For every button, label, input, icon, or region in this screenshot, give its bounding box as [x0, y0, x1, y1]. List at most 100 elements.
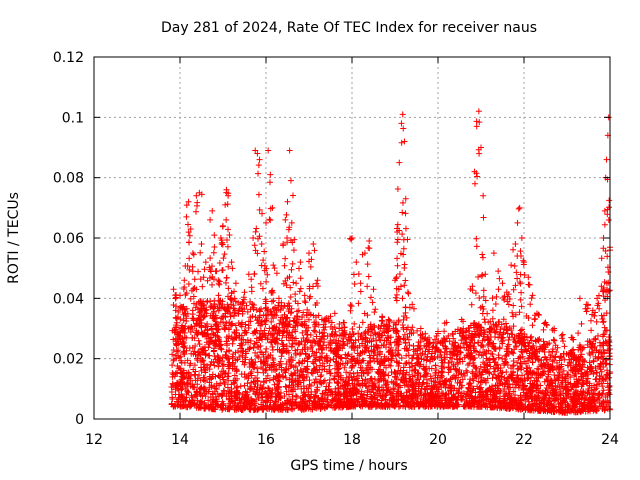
data-point	[224, 243, 231, 250]
data-point	[283, 374, 290, 381]
data-point	[202, 259, 209, 266]
data-point	[199, 283, 206, 290]
data-point	[293, 280, 300, 287]
data-point	[395, 352, 402, 359]
data-point	[594, 332, 601, 339]
data-point	[190, 366, 197, 373]
data-point	[508, 262, 515, 269]
data-point	[215, 363, 222, 370]
data-point	[287, 363, 294, 370]
data-point	[277, 389, 284, 396]
data-point	[476, 349, 483, 356]
data-point	[341, 364, 348, 371]
data-point	[257, 349, 264, 356]
data-point	[222, 279, 229, 286]
data-point	[253, 307, 260, 314]
data-point	[357, 280, 364, 287]
data-point	[314, 277, 321, 284]
data-point	[439, 373, 446, 380]
data-point	[578, 320, 585, 327]
data-point	[248, 284, 255, 291]
data-point	[327, 370, 334, 377]
data-point	[540, 326, 547, 333]
data-point	[299, 329, 306, 336]
data-point	[559, 331, 566, 338]
data-point	[260, 384, 267, 391]
data-point	[219, 354, 226, 361]
data-point	[220, 255, 227, 262]
data-point	[250, 345, 257, 352]
data-point	[394, 262, 401, 269]
data-point	[207, 361, 214, 368]
data-point	[399, 322, 406, 329]
data-point	[192, 208, 199, 215]
data-point	[391, 386, 398, 393]
data-point	[209, 207, 216, 214]
data-point	[370, 286, 377, 293]
data-point	[402, 277, 409, 284]
data-point	[280, 280, 287, 287]
data-point	[297, 350, 304, 357]
data-point	[550, 336, 557, 343]
data-point	[490, 321, 497, 328]
data-point	[185, 370, 192, 377]
data-point	[331, 310, 338, 317]
data-point	[327, 357, 334, 364]
data-point	[304, 366, 311, 373]
data-point	[400, 245, 407, 252]
data-point	[529, 388, 536, 395]
data-point	[357, 288, 364, 295]
data-point	[288, 354, 295, 361]
data-point	[254, 352, 261, 359]
data-point	[173, 348, 180, 355]
data-point	[404, 236, 411, 243]
data-point	[221, 251, 228, 258]
data-point	[381, 329, 388, 336]
data-point	[255, 170, 262, 177]
data-point	[406, 342, 413, 349]
data-point	[399, 199, 406, 206]
data-point	[480, 287, 487, 294]
data-point	[196, 372, 203, 379]
data-point	[365, 273, 372, 280]
data-point	[296, 288, 303, 295]
data-point	[484, 375, 491, 382]
data-point	[219, 267, 226, 274]
data-point	[270, 262, 277, 269]
data-point	[402, 195, 409, 202]
data-point	[509, 349, 516, 356]
data-point	[537, 382, 544, 389]
data-point	[477, 342, 484, 349]
data-point	[219, 223, 226, 230]
data-point	[189, 311, 196, 318]
data-point	[398, 120, 405, 127]
data-point	[185, 221, 192, 228]
data-point	[219, 357, 226, 364]
data-point	[402, 309, 409, 316]
data-point	[233, 385, 240, 392]
data-point	[468, 301, 475, 308]
data-point	[394, 255, 401, 262]
data-point	[348, 303, 355, 310]
data-point	[527, 301, 534, 308]
data-point	[359, 319, 366, 326]
data-point	[576, 295, 583, 302]
data-point	[181, 277, 188, 284]
data-point	[529, 292, 536, 299]
data-point	[193, 192, 200, 199]
data-point	[231, 312, 238, 319]
data-point	[594, 369, 601, 376]
data-point	[241, 289, 248, 296]
data-point	[248, 385, 255, 392]
data-point	[241, 382, 248, 389]
data-point	[307, 293, 314, 300]
data-point	[392, 294, 399, 301]
data-point	[347, 301, 354, 308]
data-point	[282, 383, 289, 390]
data-point	[256, 156, 263, 163]
data-point	[384, 387, 391, 394]
data-point	[307, 263, 314, 270]
data-point	[304, 358, 311, 365]
data-point	[180, 348, 187, 355]
data-point	[321, 377, 328, 384]
